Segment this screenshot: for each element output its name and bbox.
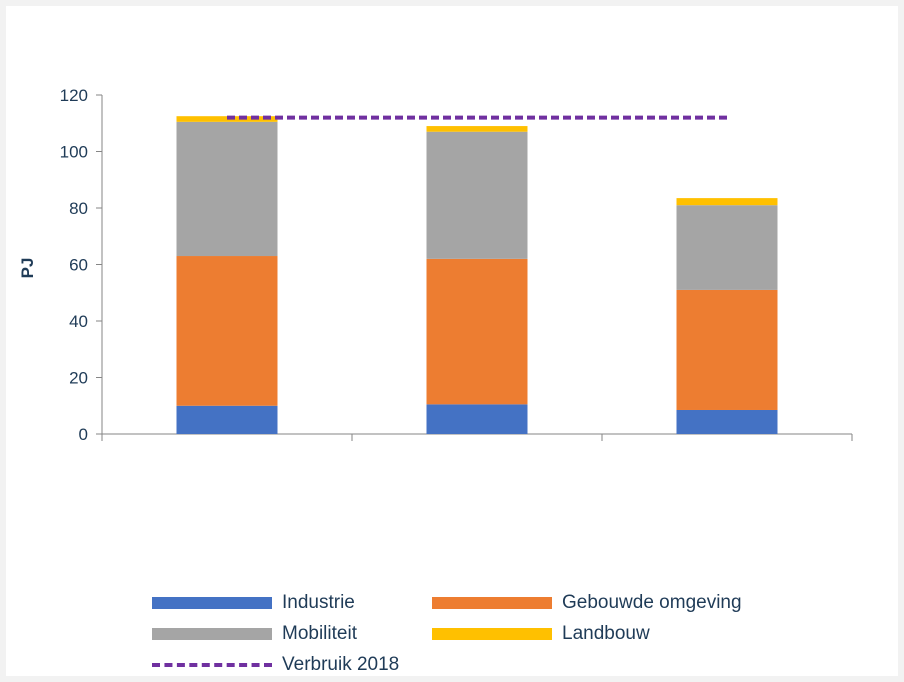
y-tick-label: 80 — [69, 199, 88, 218]
legend-swatch-industrie — [152, 597, 272, 609]
y-tick-label: 0 — [79, 425, 88, 444]
y-tick-label: 60 — [69, 256, 88, 275]
legend-item-mobiliteit: Mobiliteit — [152, 621, 357, 647]
legend-item-gebouwde-omgeving: Gebouwde omgeving — [432, 590, 742, 616]
bar-segment-gebouwde-omgeving-1 — [176, 256, 278, 406]
bar-segment-gebouwde-omgeving-2 — [426, 258, 528, 405]
y-tick-label: 20 — [69, 369, 88, 388]
bar-segment-landbouw-2 — [426, 126, 528, 132]
chart-frame: 0 20 40 60 80 100 120 PJ Industrie Gebouwde om… — [6, 6, 898, 676]
legend: Industrie Gebouwde omgeving Mobiliteit L… — [152, 590, 852, 680]
legend-swatch-gebouwde-omgeving — [432, 597, 552, 609]
bar-segment-industrie-3 — [676, 409, 778, 434]
legend-item-industrie: Industrie — [152, 590, 355, 616]
bar-segment-industrie-2 — [426, 404, 528, 434]
bar-segment-mobiliteit-1 — [176, 121, 278, 257]
y-tick-label: 120 — [60, 86, 88, 105]
legend-item-verbruik-2018: Verbruik 2018 — [152, 652, 399, 678]
stacked-bar-chart: 0 20 40 60 80 100 120 PJ — [18, 86, 853, 444]
legend-label-gebouwde-omgeving: Gebouwde omgeving — [562, 592, 742, 613]
y-tick-label: 40 — [69, 312, 88, 331]
legend-label-landbouw: Landbouw — [562, 623, 650, 644]
legend-label-verbruik-2018: Verbruik 2018 — [282, 654, 400, 675]
bar-segment-landbouw-3 — [676, 198, 778, 206]
legend-dash-verbruik-2018 — [152, 663, 272, 667]
legend-swatch-mobiliteit — [152, 628, 272, 640]
bar-segment-industrie-1 — [176, 405, 278, 434]
bar-segment-mobiliteit-3 — [676, 205, 778, 290]
bar-segment-gebouwde-omgeving-3 — [676, 289, 778, 410]
legend-label-industrie: Industrie — [282, 592, 355, 613]
legend-label-mobiliteit: Mobiliteit — [282, 623, 357, 644]
y-tick-label: 100 — [60, 143, 88, 162]
bar-segment-mobiliteit-2 — [426, 131, 528, 259]
y-axis-title: PJ — [18, 258, 37, 279]
legend-item-landbouw: Landbouw — [432, 621, 650, 647]
legend-swatch-landbouw — [432, 628, 552, 640]
